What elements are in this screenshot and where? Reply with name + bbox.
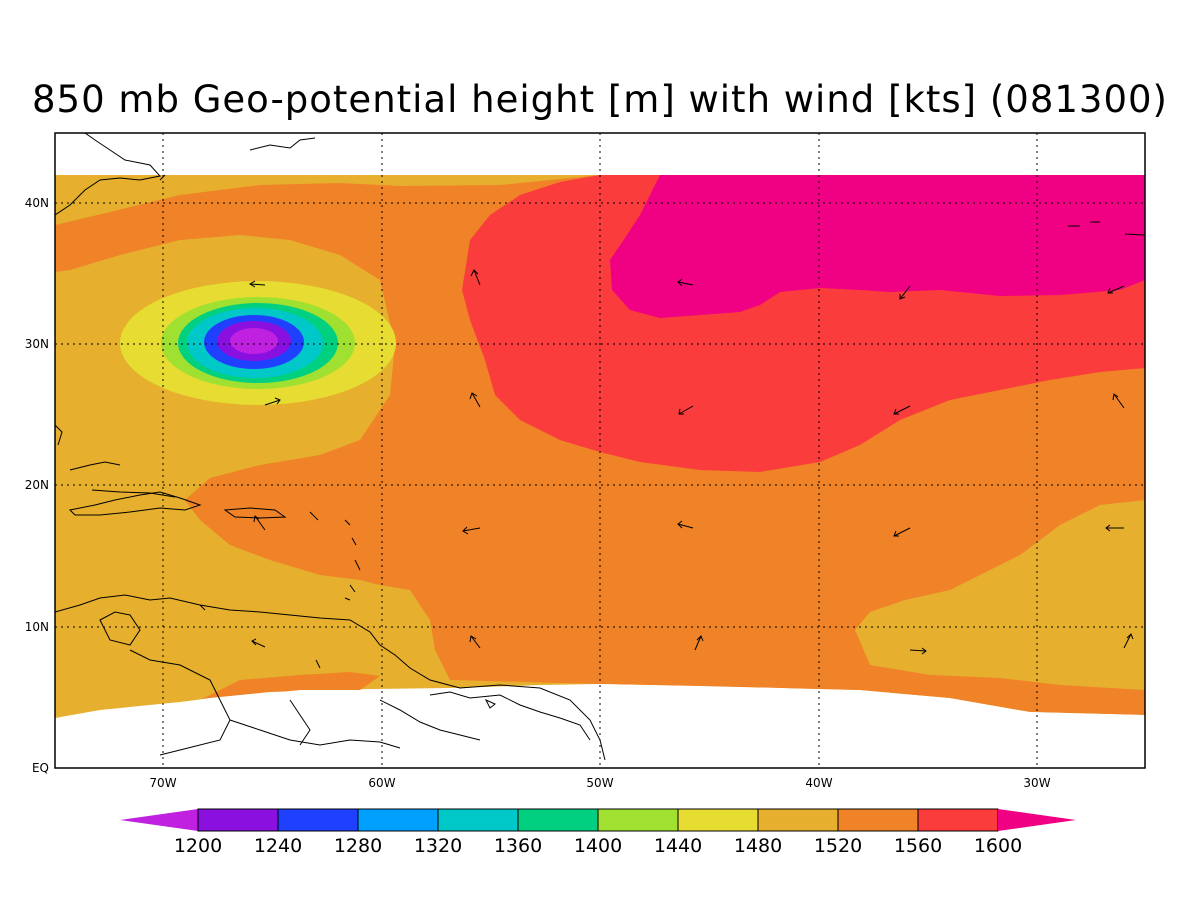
colorbar-segment (837, 808, 919, 832)
colorbar-label: 1480 (734, 835, 782, 857)
colorbar-label: 1360 (494, 835, 542, 857)
wind-arrow (909, 647, 927, 655)
colorbar-segment (437, 808, 519, 832)
wind-arrow (1105, 524, 1124, 532)
colorbar-segment (597, 808, 679, 832)
lon-tick: 50W (586, 776, 613, 790)
colorbar-label: 1200 (174, 835, 222, 857)
plot-frame (54, 132, 1146, 769)
colorbar: 1200 1240 1280 1320 1360 1400 1440 1480 1520 1560… (120, 808, 1076, 857)
lat-axis: 40N 30N 20N 10N EQ (25, 196, 49, 775)
colorbar-label: 1280 (334, 835, 382, 857)
colorbar-segment (757, 808, 839, 832)
wind-arrow (462, 526, 481, 535)
wind-arrow (677, 520, 694, 529)
colorbar-label: 1320 (414, 835, 462, 857)
contour-1640 (610, 175, 1145, 318)
lon-axis: 70W 60W 50W 40W 30W (149, 776, 1050, 790)
grid (55, 133, 1145, 768)
wind-arrow (1112, 393, 1125, 409)
lat-tick: EQ (32, 761, 49, 775)
wind-arrow (253, 515, 266, 531)
colorbar-label: 1400 (574, 835, 622, 857)
coastlines (55, 133, 606, 761)
wind-arrow (1107, 285, 1125, 294)
wind-arrow (893, 527, 911, 537)
lat-tick: 20N (25, 478, 49, 492)
lat-tick: 40N (25, 196, 49, 210)
lon-tick: 40W (805, 776, 832, 790)
wind-arrow (694, 635, 704, 651)
lon-tick: 60W (368, 776, 395, 790)
colorbar-segment (917, 808, 999, 832)
lat-tick: 30N (25, 337, 49, 351)
wind-arrow (893, 405, 911, 415)
wind-arrow (1123, 633, 1134, 649)
mask-south (55, 684, 1145, 768)
colorbar-label: 1560 (894, 835, 942, 857)
wind-arrow (677, 278, 694, 287)
wind-vectors (249, 269, 1134, 655)
contour-1200 (230, 328, 278, 354)
map-title: 850 mb Geo-potential height [m] with win… (32, 78, 1168, 121)
lat-tick: 10N (25, 620, 49, 634)
wind-arrow (249, 280, 266, 288)
wind-arrow (469, 635, 481, 649)
wind-arrow (470, 269, 481, 286)
colorbar-segment (197, 808, 279, 832)
colorbar-label: 1520 (814, 835, 862, 857)
colorbar-label: 1440 (654, 835, 702, 857)
colorbar-segment (277, 808, 359, 832)
colorbar-arrow-high (998, 809, 1076, 831)
colorbar-label: 1600 (974, 835, 1022, 857)
island-marks (199, 221, 1145, 669)
colorbar-segment (517, 808, 599, 832)
wind-arrow (678, 405, 694, 415)
contour-1560-south (200, 672, 380, 700)
wind-arrow (899, 285, 911, 300)
wind-arrow (469, 392, 481, 408)
wind-arrow (251, 638, 266, 648)
lon-tick: 30W (1023, 776, 1050, 790)
colorbar-arrow-low (120, 809, 198, 831)
colorbar-segment (357, 808, 439, 832)
lon-tick: 70W (149, 776, 176, 790)
colorbar-label: 1240 (254, 835, 302, 857)
colorbar-segment (677, 808, 759, 832)
wind-arrow (264, 397, 281, 406)
